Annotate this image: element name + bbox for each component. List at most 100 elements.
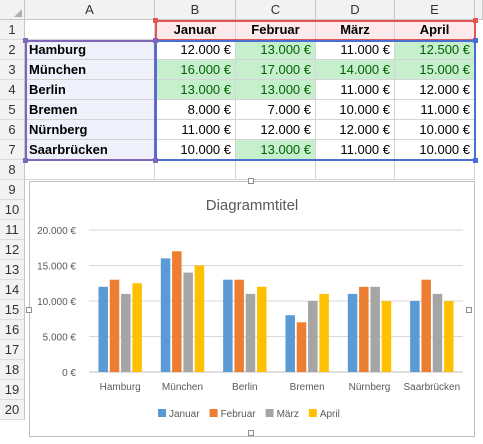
bar-februar-saarbrücken[interactable] [421, 279, 431, 372]
row-header-20[interactable]: 20 [0, 400, 25, 420]
range-resize-handle[interactable] [473, 18, 478, 23]
cell-value[interactable]: 12.500 € [395, 40, 475, 60]
cell-value[interactable]: 12.000 € [395, 80, 475, 100]
chart-resize-handle[interactable] [248, 430, 254, 436]
chart-title[interactable]: Diagrammtitel [206, 197, 299, 214]
cell-header-4[interactable]: April [395, 20, 475, 40]
row-header-2[interactable]: 2 [0, 40, 25, 60]
row-header-14[interactable]: 14 [0, 280, 25, 300]
cell-value[interactable]: 10.000 € [395, 140, 475, 160]
range-resize-handle[interactable] [153, 158, 158, 163]
cell-value[interactable]: 16.000 € [155, 60, 236, 80]
bar-februar-münchen[interactable] [172, 251, 182, 372]
chart-resize-handle[interactable] [26, 307, 32, 313]
bar-märz-hamburg[interactable] [121, 293, 131, 372]
cell-value[interactable]: 11.000 € [155, 120, 236, 140]
row-header-5[interactable]: 5 [0, 100, 25, 120]
bar-februar-berlin[interactable] [234, 279, 244, 372]
range-resize-handle[interactable] [153, 38, 158, 43]
cell-city-name[interactable]: Bremen [25, 100, 155, 120]
cell-value[interactable]: 10.000 € [155, 140, 236, 160]
bar-april-berlin[interactable] [257, 286, 267, 372]
cell-header-3[interactable]: März [316, 20, 395, 40]
row-header-17[interactable]: 17 [0, 340, 25, 360]
range-resize-handle[interactable] [473, 158, 478, 163]
cell-empty[interactable] [155, 160, 236, 180]
bar-märz-münchen[interactable] [183, 272, 193, 372]
bar-februar-bremen[interactable] [296, 322, 307, 372]
cell-value[interactable]: 14.000 € [316, 60, 395, 80]
row-header-15[interactable]: 15 [0, 300, 25, 320]
chart-resize-handle[interactable] [466, 307, 472, 313]
column-header-b[interactable]: B [155, 0, 236, 20]
cell-value[interactable]: 10.000 € [316, 100, 395, 120]
chart-resize-handle[interactable] [248, 178, 254, 184]
bar-april-bremen[interactable] [319, 293, 329, 372]
bar-april-hamburg[interactable] [132, 283, 142, 372]
bar-januar-bremen[interactable] [285, 315, 295, 372]
row-header-9[interactable]: 9 [0, 180, 25, 200]
row-header-10[interactable]: 10 [0, 200, 25, 220]
cell-value[interactable]: 17.000 € [236, 60, 316, 80]
column-header-d[interactable]: D [316, 0, 395, 20]
cell-empty[interactable] [236, 160, 316, 180]
bar-januar-münchen[interactable] [160, 258, 171, 372]
cell-value[interactable]: 13.000 € [236, 140, 316, 160]
chart-legend[interactable]: Januar Februar März April [158, 409, 340, 420]
row-header-12[interactable]: 12 [0, 240, 25, 260]
row-header-18[interactable]: 18 [0, 360, 25, 380]
cell-city-name[interactable]: Hamburg [25, 40, 155, 60]
chart-object[interactable]: Diagrammtitel 0 € 5.000 € 10.000 € 15.000 € 2… [26, 178, 475, 437]
cell-value[interactable]: 15.000 € [395, 60, 475, 80]
bar-april-nürnberg[interactable] [381, 301, 392, 372]
cell-value[interactable]: 8.000 € [155, 100, 236, 120]
cell-empty[interactable] [316, 160, 395, 180]
range-resize-handle[interactable] [23, 38, 28, 43]
bar-april-saarbrücken[interactable] [444, 301, 454, 372]
cell-city-name[interactable]: Berlin [25, 80, 155, 100]
cell-empty[interactable] [25, 160, 155, 180]
cell-value[interactable]: 12.000 € [316, 120, 395, 140]
row-header-1[interactable]: 1 [0, 20, 25, 40]
range-resize-handle[interactable] [153, 18, 158, 23]
column-header-c[interactable]: C [236, 0, 316, 20]
cell-city-name[interactable]: Saarbrücken [25, 140, 155, 160]
range-resize-handle[interactable] [23, 158, 28, 163]
row-header-16[interactable]: 16 [0, 320, 25, 340]
cell-value[interactable]: 11.000 € [316, 140, 395, 160]
cell-header-1[interactable]: Januar [155, 20, 236, 40]
cell-value[interactable]: 11.000 € [316, 40, 395, 60]
cell-value[interactable]: 11.000 € [395, 100, 475, 120]
cell-city-name[interactable]: München [25, 60, 155, 80]
bar-januar-nürnberg[interactable] [347, 293, 358, 372]
bar-märz-berlin[interactable] [245, 293, 256, 372]
column-header-e[interactable]: E [395, 0, 475, 20]
cell-value[interactable]: 12.000 € [236, 120, 316, 140]
bar-februar-hamburg[interactable] [109, 279, 120, 372]
cell-value[interactable]: 7.000 € [236, 100, 316, 120]
row-header-19[interactable]: 19 [0, 380, 25, 400]
row-header-7[interactable]: 7 [0, 140, 25, 160]
row-header-11[interactable]: 11 [0, 220, 25, 240]
cell-header-2[interactable]: Februar [236, 20, 316, 40]
row-header-4[interactable]: 4 [0, 80, 25, 100]
bar-januar-saarbrücken[interactable] [410, 301, 420, 372]
cell-value[interactable]: 11.000 € [316, 80, 395, 100]
bar-märz-saarbrücken[interactable] [432, 293, 443, 372]
column-header-a[interactable]: A [25, 0, 155, 20]
cell-city-name[interactable]: Nürnberg [25, 120, 155, 140]
cell-value[interactable]: 13.000 € [155, 80, 236, 100]
cell-value[interactable]: 13.000 € [236, 80, 316, 100]
select-all-corner[interactable] [0, 0, 25, 20]
bar-märz-nürnberg[interactable] [370, 286, 380, 372]
bar-märz-bremen[interactable] [308, 301, 318, 372]
bar-april-münchen[interactable] [194, 265, 205, 373]
bar-januar-berlin[interactable] [223, 279, 233, 372]
row-header-6[interactable]: 6 [0, 120, 25, 140]
cell-value[interactable]: 13.000 € [236, 40, 316, 60]
cell-empty[interactable] [395, 160, 475, 180]
range-resize-handle[interactable] [473, 38, 478, 43]
cell-value[interactable]: 10.000 € [395, 120, 475, 140]
bar-februar-nürnberg[interactable] [359, 286, 369, 372]
row-header-8[interactable]: 8 [0, 160, 25, 180]
